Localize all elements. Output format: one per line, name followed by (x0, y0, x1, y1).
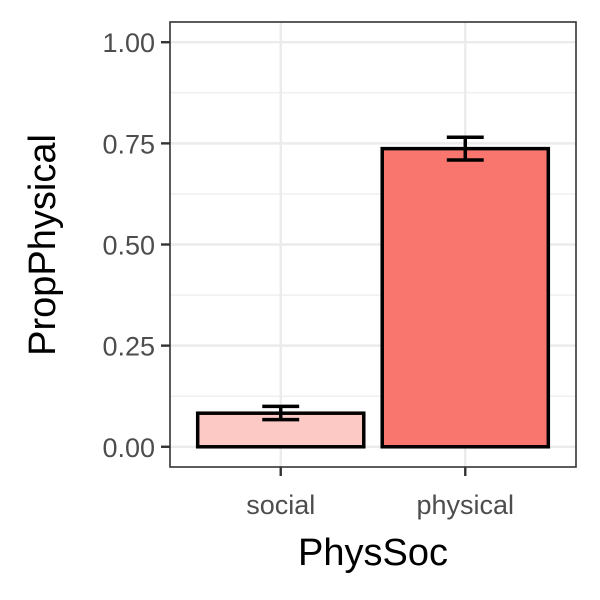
error-bar-physical (446, 135, 484, 162)
x-tick-label: physical (416, 490, 514, 520)
y-axis-title: PropPhysical (22, 134, 64, 356)
bars (195, 146, 551, 449)
bar-physical (380, 146, 551, 449)
y-tick-label: 0.50 (102, 231, 155, 261)
y-tick-label: 0.25 (102, 332, 155, 362)
y-tick-label: 0.75 (102, 129, 155, 159)
x-axis: social physical (246, 467, 514, 520)
x-axis-title: PhysSoc (298, 532, 448, 574)
error-bar-social (262, 404, 300, 422)
x-tick-label: social (246, 490, 315, 520)
y-tick-label: 0.00 (102, 433, 155, 463)
y-tick-label: 1.00 (102, 28, 155, 58)
error-bars (262, 135, 484, 422)
y-axis: 0.00 0.25 0.50 0.75 1.00 (102, 28, 170, 463)
